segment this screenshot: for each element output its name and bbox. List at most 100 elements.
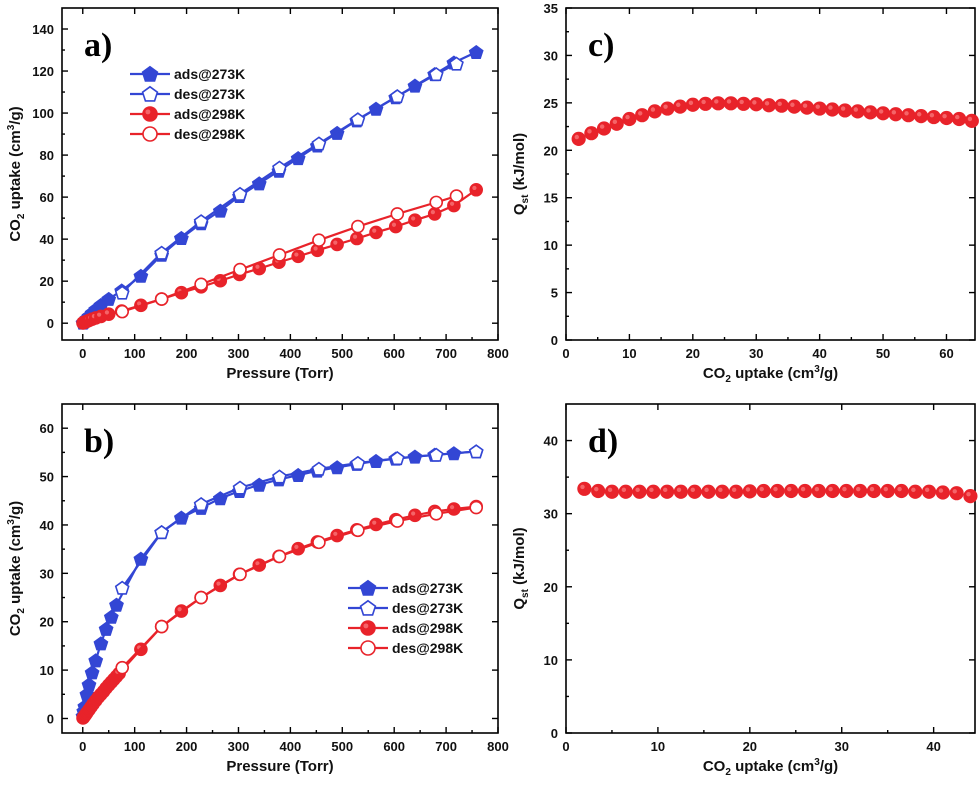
x-tick-label: 200 [176,346,198,361]
marker-highlight [897,486,902,492]
x-tick-label: 800 [487,739,509,754]
data-point [952,111,967,127]
marker-highlight [97,312,102,317]
y-axis-title: CO2 uptake (cm3/g) [6,501,27,636]
y-tick-label: 10 [544,238,558,253]
data-point [350,455,366,470]
data-point [311,136,327,151]
data-point [390,514,405,528]
data-point [875,106,891,121]
legend-entry: des@298K [130,126,245,142]
data-point [408,213,422,228]
data-point [272,469,287,484]
marker-highlight [704,487,709,493]
data-point [232,480,248,495]
y-tick-label: 40 [40,518,54,533]
plot-frame [61,7,499,341]
marker-highlight [594,486,599,492]
data-point [774,98,789,113]
marker-highlight [701,99,706,105]
marker-highlight [773,486,778,492]
series-des-at-273K [114,444,484,595]
data-point [194,590,208,605]
data-point [770,483,785,499]
marker-highlight [904,111,909,116]
marker-highlight [587,129,592,134]
marker-highlight [828,105,833,110]
marker-highlight [145,109,151,115]
marker-highlight [726,99,732,104]
marker-highlight [333,531,338,536]
marker-highlight [580,484,585,490]
marker-highlight [840,106,846,111]
data-point [350,112,366,127]
series-line [121,195,457,313]
data-point [93,636,109,651]
marker-highlight [777,101,782,107]
y-tick-label: 0 [551,726,558,741]
y-tick-label: 35 [544,1,558,16]
data-point [369,225,383,240]
data-point [701,484,716,499]
legend-entry: ads@298K [348,620,463,636]
marker-highlight [790,102,795,107]
x-tick-label: 10 [651,739,665,754]
data-point [646,484,661,499]
marker-highlight [411,511,416,516]
marker-highlight [842,486,847,492]
data-point [389,451,405,466]
series-ads-at-273K [75,44,484,330]
marker-highlight [372,520,377,525]
y-tick-label: 0 [47,316,54,331]
plot-frame [61,403,499,734]
data-point [429,507,444,521]
marker-highlight [612,119,618,125]
data-point [571,131,586,147]
legend-label: ads@298K [174,106,245,122]
data-point [469,182,484,197]
data-point [799,100,815,115]
data-point [839,483,854,499]
data-point [647,104,662,119]
legend-entry: ads@273K [130,65,245,82]
data-point [88,653,104,668]
marker-highlight [104,310,110,315]
marker-highlight [745,487,751,492]
x-tick-label: 20 [743,739,757,754]
data-point [673,99,688,114]
marker-highlight [942,113,947,119]
x-tick-label: 40 [812,346,826,361]
y-tick-label: 25 [544,96,558,111]
marker-highlight [883,486,889,492]
data-point [233,567,247,582]
data-point [632,484,647,499]
data-point [784,483,799,499]
marker-highlight [574,134,579,140]
marker-highlight [802,103,808,108]
data-point [888,107,903,122]
legend: ads@273K des@273K ads@298K des@298K [348,579,463,656]
marker-highlight [255,264,260,269]
data-point [154,525,170,540]
y-axis-title: Qst (kJ/mol) [511,133,531,215]
x-axis-title: Pressure (Torr) [226,365,333,382]
x-tick-label: 500 [331,739,353,754]
panel-label: d) [588,423,618,460]
data-point [194,277,208,292]
y-tick-label: 20 [40,274,54,289]
data-point [468,44,484,60]
x-tick-label: 0 [562,346,569,361]
data-point [660,484,675,499]
panel-label: a) [84,27,112,64]
x-tick-label: 30 [834,739,848,754]
data-point [939,110,954,126]
marker-highlight [216,581,221,586]
marker-highlight [255,561,260,566]
series-ads-at-298K [76,182,484,330]
marker-highlight [718,487,723,493]
data-point [863,105,878,120]
data-point [894,483,909,499]
legend-label: des@298K [174,126,245,142]
y-tick-label: 30 [40,566,54,581]
legend-entry: des@273K [348,599,463,616]
